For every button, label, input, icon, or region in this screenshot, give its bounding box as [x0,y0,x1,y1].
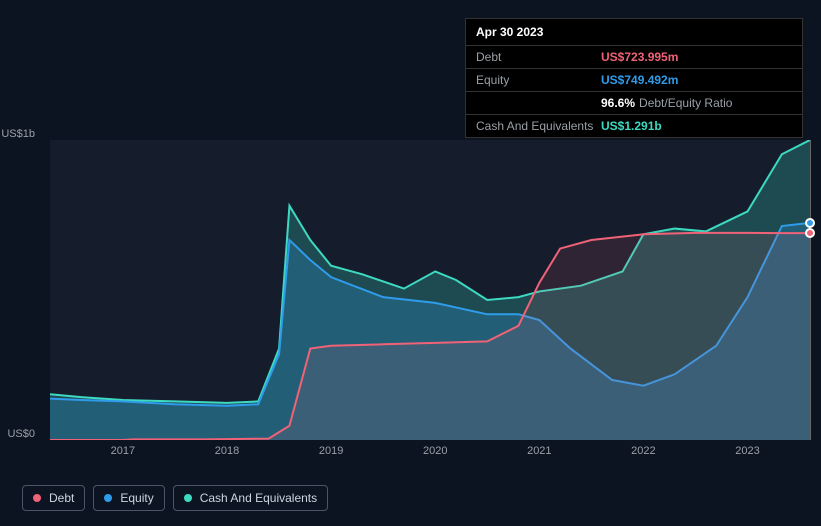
legend-swatch [33,494,41,502]
chart-tooltip: Apr 30 2023 DebtUS$723.995mEquityUS$749.… [465,18,803,138]
chart-plot-area[interactable] [50,140,810,440]
x-axis-label: 2017 [111,445,135,457]
tooltip-row-label: Debt [476,50,601,64]
debt-equity-chart: US$1b US$0 2017201820192020202120222023 [15,120,810,470]
tooltip-row-value: US$1.291b [601,119,792,133]
y-axis-label-top: US$1b [1,128,35,140]
tooltip-row-label: Cash And Equivalents [476,119,601,133]
tooltip-row: 96.6%Debt/Equity Ratio [466,92,802,115]
x-axis-label: 2020 [423,445,447,457]
tooltip-date: Apr 30 2023 [466,19,802,46]
legend-label: Debt [49,491,74,505]
chart-legend: Debt Equity Cash And Equivalents [22,485,328,511]
y-axis-label-bottom: US$0 [1,428,35,440]
tooltip-row-value: US$723.995m [601,50,792,64]
tooltip-row: EquityUS$749.492m [466,69,802,92]
chart-cursor-line [810,140,811,440]
tooltip-row: DebtUS$723.995m [466,46,802,69]
tooltip-row: Cash And EquivalentsUS$1.291b [466,115,802,137]
x-axis-label: 2022 [631,445,655,457]
chart-svg [50,140,810,440]
legend-item[interactable]: Cash And Equivalents [173,485,328,511]
tooltip-row-value: 96.6%Debt/Equity Ratio [601,96,792,110]
legend-swatch [184,494,192,502]
tooltip-row-label [476,96,601,110]
legend-label: Equity [120,491,153,505]
legend-item[interactable]: Debt [22,485,85,511]
tooltip-row-value: US$749.492m [601,73,792,87]
tooltip-row-label: Equity [476,73,601,87]
legend-item[interactable]: Equity [93,485,164,511]
cursor-dot [805,228,815,238]
x-axis-label: 2021 [527,445,551,457]
x-axis-label: 2023 [735,445,759,457]
x-axis-label: 2018 [215,445,239,457]
x-axis-label: 2019 [319,445,343,457]
cursor-dot [805,218,815,228]
legend-label: Cash And Equivalents [200,491,317,505]
legend-swatch [104,494,112,502]
tooltip-body: DebtUS$723.995mEquityUS$749.492m96.6%Deb… [466,46,802,137]
